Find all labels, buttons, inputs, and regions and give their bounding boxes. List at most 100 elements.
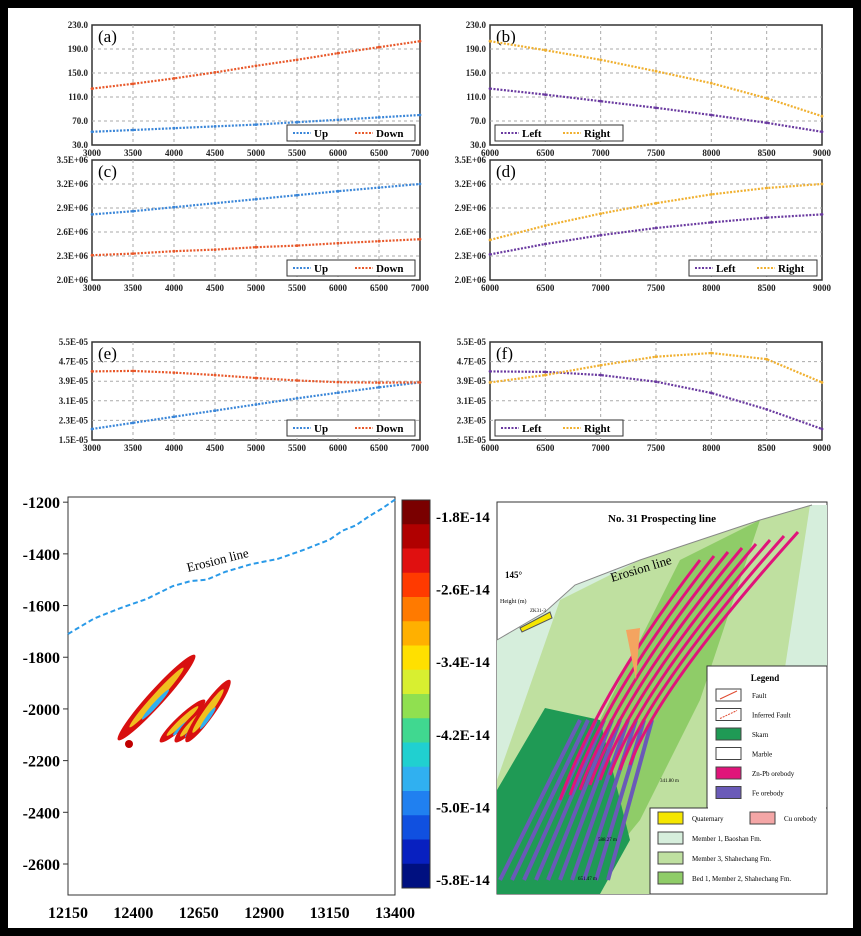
legend: Left Right — [494, 124, 624, 142]
y-tick-label: 1.5E-05 — [457, 435, 487, 445]
height-label: Height (m) — [500, 598, 527, 605]
x-tick-label: 6500 — [370, 148, 389, 158]
data-point-up — [90, 213, 94, 216]
colorbar-border — [401, 499, 431, 889]
data-point-down — [90, 370, 94, 373]
data-point-right — [709, 81, 713, 85]
legend-label: Quaternary — [692, 815, 724, 823]
data-point-right — [654, 69, 658, 73]
data-point-down — [131, 252, 135, 256]
data-point-right — [599, 363, 603, 367]
data-point-up — [172, 126, 176, 130]
orebody-group — [117, 654, 231, 748]
fe-orebody — [498, 719, 582, 881]
orebody-core — [141, 689, 170, 720]
y-tick-label: 4.7E-05 — [457, 357, 487, 367]
y-tick-label: 190.0 — [68, 44, 89, 54]
x-tick-label: 6000 — [329, 283, 348, 293]
x-tick-label: 6500 — [370, 283, 389, 293]
data-point-down — [418, 39, 422, 43]
data-point-up — [131, 421, 135, 425]
legend-label: Up — [314, 128, 328, 140]
data-point-down — [213, 373, 217, 377]
legend-label: Fe orebody — [752, 790, 784, 798]
zn-pb-orebody — [578, 551, 730, 791]
y-tick-label: 3.5E+06 — [455, 155, 487, 165]
data-point-up — [254, 123, 258, 126]
data-point-up — [172, 415, 176, 419]
legend-swatch — [749, 811, 776, 825]
fe-orebody — [570, 719, 630, 881]
data-point-down — [295, 379, 299, 382]
x-tick-label: 4000 — [165, 148, 184, 158]
colorbar-segment — [402, 572, 430, 598]
data-point-up — [418, 182, 422, 186]
depth-label: 651.47 m — [578, 877, 597, 882]
y-tick-label: 3.1E-05 — [59, 396, 89, 406]
y-tick-label: 2.9E+06 — [455, 203, 487, 213]
colorbar-label: -2.6E-14 — [436, 583, 490, 599]
orebody — [125, 740, 133, 748]
colorbar-segment — [402, 839, 430, 865]
x-tick-label: 4500 — [206, 148, 225, 158]
data-point-left — [709, 391, 713, 395]
section-title: No. 31 Prospecting line — [608, 513, 716, 525]
legend-label: Right — [584, 128, 611, 140]
data-point-down — [172, 249, 176, 253]
erosion-line — [67, 498, 396, 635]
depth-label: 588.27 m — [598, 838, 617, 843]
x-tick-label: 5000 — [247, 148, 266, 158]
legend-label: Left — [716, 263, 736, 275]
data-point-right — [488, 381, 492, 384]
x-tick-label: 5500 — [288, 443, 307, 453]
legend-swatch — [715, 747, 742, 760]
data-point-up — [377, 116, 381, 119]
data-point-down — [418, 237, 422, 241]
data-point-down — [172, 371, 176, 375]
data-point-down — [418, 381, 422, 384]
legend-label: Inferred Fault — [752, 712, 791, 720]
legend-label: Zn-Pb orebody — [752, 770, 795, 778]
colorbar-segment — [402, 718, 430, 743]
data-point-right — [709, 351, 713, 355]
y-tick-label: 70.0 — [72, 116, 88, 126]
legend-label: Up — [314, 423, 328, 435]
y-tick-label: 3.9E-05 — [457, 376, 487, 386]
x-tick-label: 6000 — [481, 443, 500, 453]
data-point-up — [295, 396, 299, 400]
y-tick-label: -1400 — [23, 547, 60, 564]
series-line-down — [91, 369, 421, 384]
data-point-up — [418, 113, 422, 117]
panel-label: (b) — [496, 27, 516, 46]
data-point-left — [599, 99, 603, 103]
x-tick-label: 3000 — [83, 443, 102, 453]
data-point-up — [377, 385, 381, 389]
x-tick-label: 5500 — [288, 283, 307, 293]
series-line-up — [91, 113, 421, 133]
data-point-left — [654, 380, 658, 384]
colorbar-segment — [402, 548, 430, 574]
data-point-up — [213, 201, 217, 205]
zn-pb-orebody — [598, 543, 758, 781]
fe-orebody — [606, 719, 654, 881]
x-tick-label: 7000 — [411, 148, 430, 158]
legend-swatch — [715, 766, 742, 780]
data-point-down — [336, 51, 340, 55]
data-point-right — [820, 381, 824, 384]
x-tick-label: 6500 — [536, 283, 555, 293]
legend: Left Right — [688, 259, 818, 277]
data-point-right — [654, 355, 658, 359]
legend-label: Left — [522, 128, 542, 140]
data-point-right — [488, 39, 492, 43]
data-point-right — [488, 238, 492, 242]
y-tick-label: -2000 — [23, 702, 60, 719]
orebody-core — [166, 706, 199, 736]
data-point-down — [254, 245, 258, 249]
chart-c: 3000 3500 4000 4500 5000 5500 6000 6500 7000 2.0E… — [57, 155, 430, 293]
data-point-down — [213, 71, 217, 74]
y-tick-label: 2.6E+06 — [455, 227, 487, 237]
x-tick-label: 9000 — [813, 148, 832, 158]
data-point-down — [254, 64, 258, 68]
